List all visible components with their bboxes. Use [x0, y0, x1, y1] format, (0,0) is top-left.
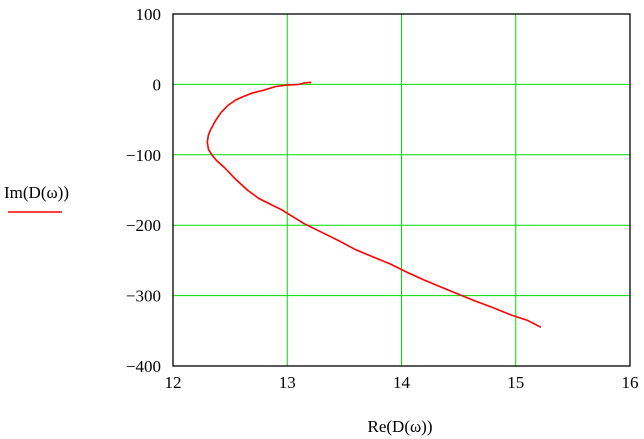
x-tick-label: 15	[507, 373, 524, 392]
y-tick-label: −200	[126, 216, 161, 235]
y-tick-label: 0	[153, 75, 162, 94]
tick-labels: 12 13 14 15 16 100 0 −100 −200 −300 −400	[126, 5, 639, 392]
x-axis-title: Re(D(ω))	[368, 417, 433, 436]
x-tick-label: 13	[279, 373, 296, 392]
x-tick-label: 12	[165, 373, 182, 392]
x-tick-label: 14	[393, 373, 411, 392]
grid-layer	[173, 14, 630, 366]
x-tick-label: 16	[622, 373, 639, 392]
plot-frame	[172, 13, 631, 367]
y-tick-label: −100	[126, 146, 161, 165]
y-tick-label: −300	[126, 287, 161, 306]
y-tick-label: 100	[136, 5, 162, 24]
y-tick-label: −400	[126, 357, 161, 376]
series-line	[206, 81, 542, 329]
y-axis-title: Im(D(ω))	[4, 183, 69, 202]
series-layer	[206, 81, 542, 329]
